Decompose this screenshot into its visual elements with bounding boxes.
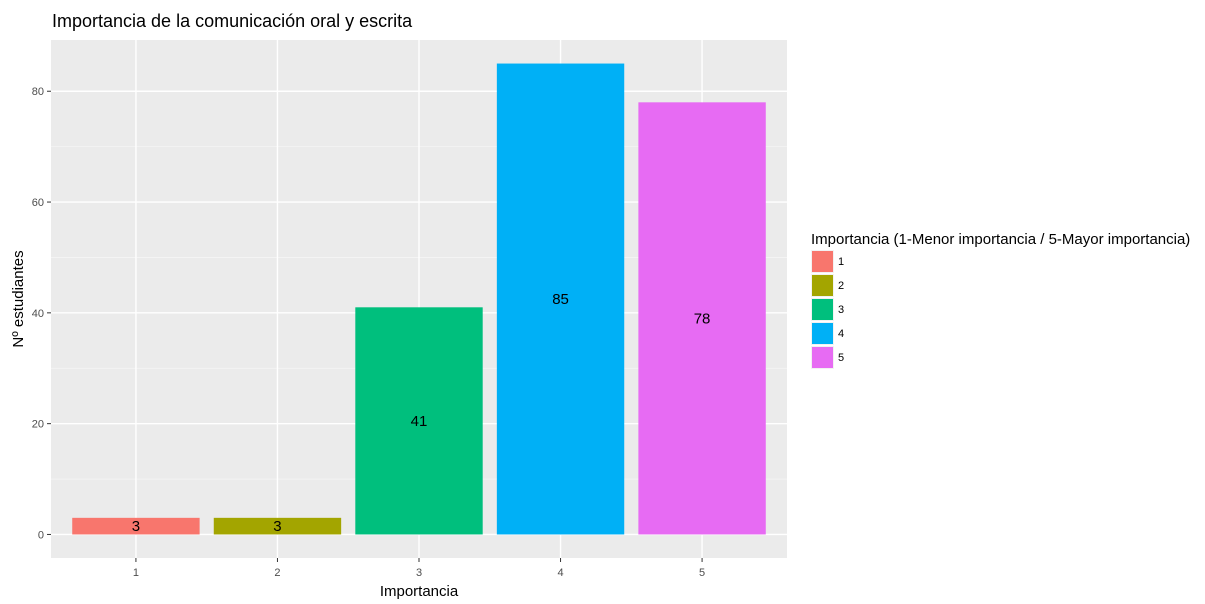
x-tick-label: 4 — [557, 567, 563, 579]
y-axis: 0 20 40 60 80 — [32, 86, 51, 541]
legend-item-label: 4 — [838, 328, 844, 340]
x-tick-label: 1 — [133, 567, 139, 579]
legend-item-label: 3 — [838, 304, 844, 316]
bar-value-label: 3 — [273, 518, 281, 535]
bar-value-label: 41 — [411, 413, 428, 430]
chart-title: Importancia de la comunicación oral y es… — [52, 11, 413, 31]
y-axis-title: Nº estudiantes — [10, 250, 27, 347]
legend-key-swatch — [812, 347, 833, 368]
bar-value-label: 85 — [552, 291, 569, 308]
bar — [355, 307, 483, 535]
bar — [72, 517, 200, 535]
y-tick-label: 80 — [32, 86, 44, 98]
legend-item-label: 2 — [838, 280, 844, 292]
legend-key-swatch — [812, 251, 833, 272]
legend-item-label: 5 — [838, 352, 844, 364]
y-tick-label: 60 — [32, 197, 44, 209]
y-tick-label: 40 — [32, 308, 44, 320]
y-tick-label: 20 — [32, 419, 44, 431]
legend-key-swatch — [812, 299, 833, 320]
legend-item-label: 1 — [838, 256, 844, 268]
bar-value-label: 3 — [132, 518, 140, 535]
bar-value-label: 78 — [694, 310, 711, 327]
bar — [638, 102, 766, 535]
data-labels: 3 3 41 85 78 — [132, 291, 711, 535]
x-tick-label: 2 — [274, 567, 280, 579]
x-axis: 1 2 3 4 5 — [133, 558, 705, 579]
x-tick-label: 3 — [416, 567, 422, 579]
legend-title: Importancia (1-Menor importancia / 5-May… — [811, 231, 1190, 248]
legend-key-swatch — [812, 275, 833, 296]
x-tick-label: 5 — [699, 567, 705, 579]
legend-key-swatch — [812, 323, 833, 344]
y-tick-label: 0 — [38, 529, 44, 541]
bar — [496, 63, 625, 535]
bars — [72, 63, 766, 535]
legend: Importancia (1-Menor importancia / 5-May… — [811, 231, 1190, 369]
bar — [213, 517, 342, 535]
x-axis-title: Importancia — [380, 583, 459, 599]
